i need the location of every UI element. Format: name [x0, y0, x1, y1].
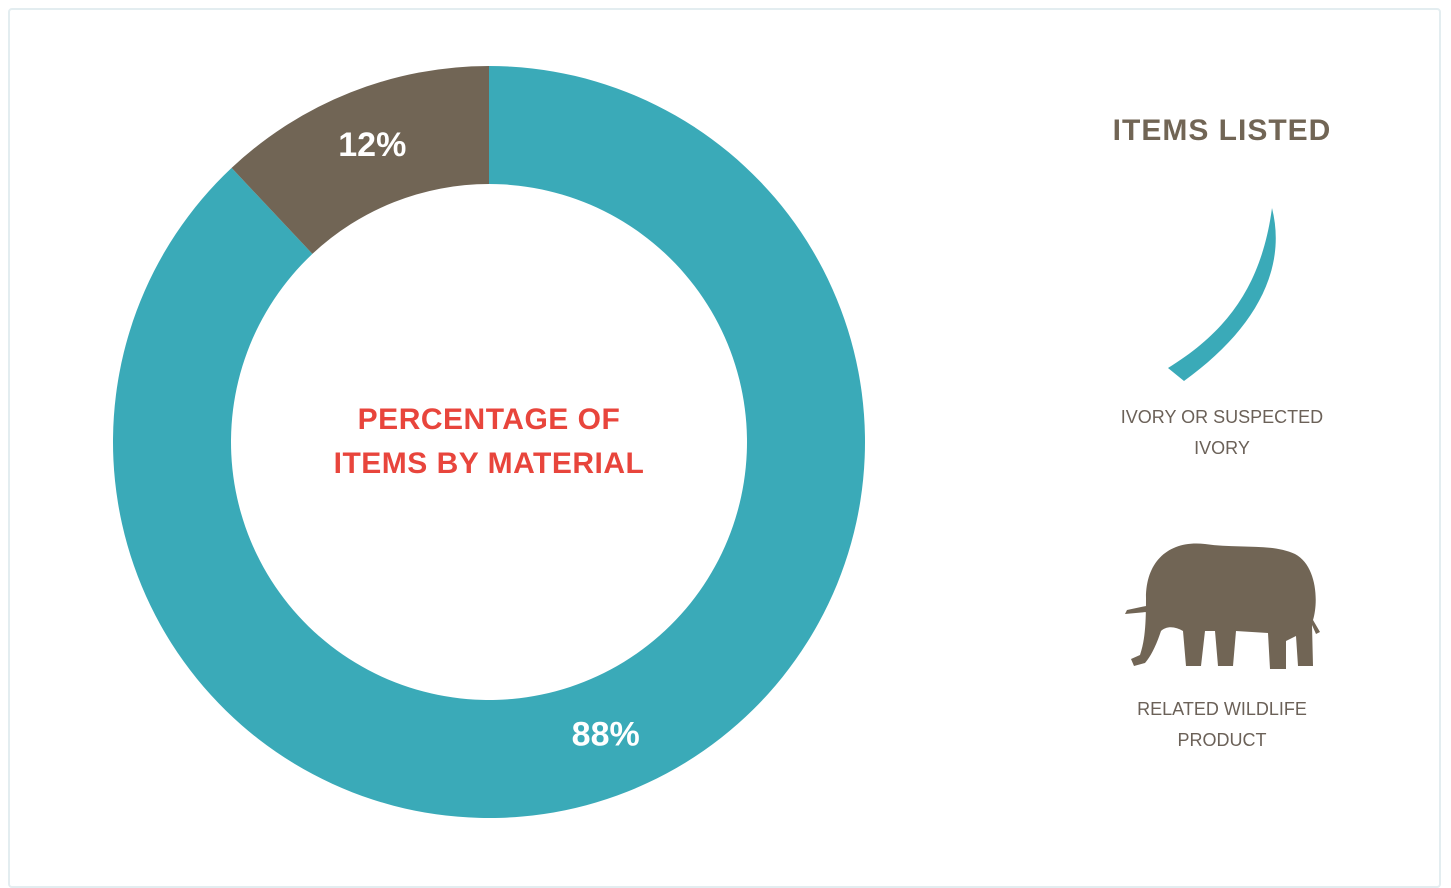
slice: [231, 65, 489, 254]
legend-title: ITEMS LISTED: [1112, 114, 1332, 147]
legend-icon-elephant: [1125, 543, 1320, 669]
value-label: 12%: [338, 126, 406, 164]
legend-icon-tusk: [1168, 208, 1276, 381]
legend-label: RELATED WILDLIFE PRODUCT: [1137, 699, 1307, 750]
value-label: 88%: [572, 716, 640, 754]
slice: [112, 66, 865, 818]
chart-title: PERCENTAGE OF ITEMS BY MATERIAL: [333, 403, 645, 480]
legend-label: IVORY OR SUSPECTED IVORY: [1120, 407, 1324, 458]
